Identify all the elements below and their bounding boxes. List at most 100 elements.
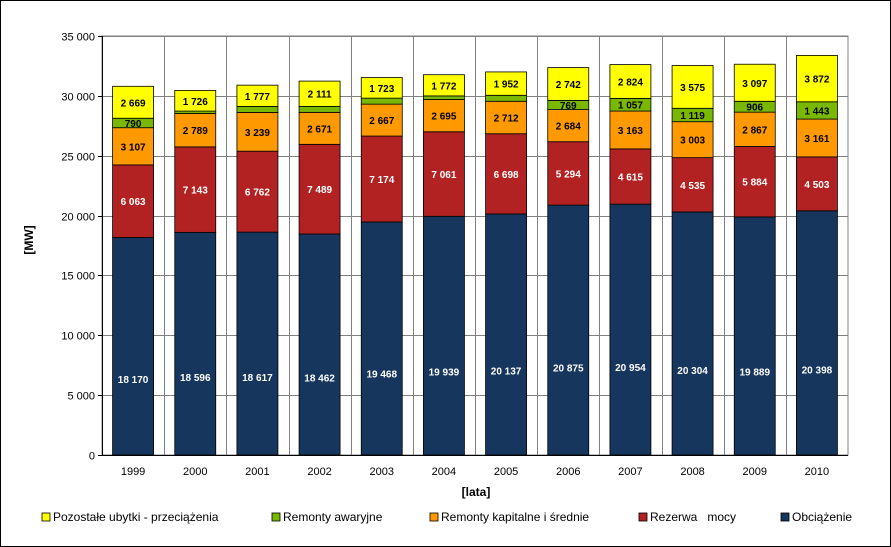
x-tick-label: 2007	[618, 466, 642, 478]
data-label: 906	[746, 103, 763, 114]
bar-2009-series-4	[733, 63, 776, 102]
grid-lines	[101, 35, 849, 456]
data-label: 1 119	[680, 111, 705, 122]
y-tick-label: 25 000	[61, 152, 95, 164]
bar-1999-series-0	[112, 237, 154, 456]
data-label: 20 137	[491, 367, 522, 378]
bar-2003-series-2	[360, 103, 403, 137]
bar-2001-series-2	[236, 112, 279, 152]
bar-2000-series-1	[174, 146, 217, 233]
x-tick-label: 2004	[432, 466, 456, 478]
bar-2000-series-0	[174, 231, 217, 456]
bar-2009-series-1	[733, 146, 776, 218]
data-label: 3 003	[680, 136, 705, 147]
data-label: 5 884	[742, 178, 767, 189]
bar-1999-series-2	[112, 127, 154, 166]
bar-2006-series-4	[547, 67, 590, 101]
data-label: 1 723	[369, 84, 394, 95]
data-label: 19 468	[366, 369, 397, 380]
data-label: 19 939	[429, 367, 460, 378]
data-label: 18 596	[180, 373, 211, 384]
data-label: 2 867	[742, 125, 767, 136]
data-label: 20 398	[802, 366, 833, 377]
x-tick-label: 2005	[494, 466, 518, 478]
bar-2005-series-4	[485, 71, 527, 96]
bar-2001-series-1	[236, 150, 279, 233]
bar-2010-series-0	[796, 210, 838, 456]
legend-entry: Remonty awaryjne	[283, 510, 383, 524]
x-tick-label: 2000	[183, 466, 207, 478]
bar-2003-series-1	[360, 135, 403, 223]
legend-swatch-2	[429, 512, 439, 522]
legend-swatch-3	[271, 512, 281, 522]
data-label: 3 239	[245, 128, 270, 139]
data-label: 3 872	[804, 75, 829, 86]
bar-2008-series-4	[671, 65, 714, 109]
data-label: 1 726	[183, 97, 208, 108]
data-label: 7 061	[431, 170, 456, 181]
y-tick-label: 30 000	[61, 92, 95, 104]
data-label: 3 163	[618, 126, 643, 137]
bar-2004-series-2	[423, 99, 465, 133]
data-label: 7 143	[183, 186, 208, 197]
data-label: 1 057	[618, 101, 643, 112]
bar-2007-series-4	[609, 64, 652, 99]
bar-2002-series-0	[298, 233, 341, 456]
data-label: 4 615	[618, 173, 643, 184]
legend-entry: Obciążenie	[792, 510, 852, 524]
data-label: 790	[125, 119, 142, 130]
y-tick-label: 0	[89, 451, 95, 463]
data-label: 2 684	[556, 122, 581, 133]
data-label: 18 462	[304, 374, 335, 385]
bar-2004-series-1	[423, 131, 465, 217]
x-tick-label: 2009	[743, 466, 767, 478]
data-label: 2 789	[183, 126, 208, 137]
data-label: 2 824	[618, 77, 643, 88]
data-label: 2 667	[369, 116, 394, 127]
x-tick-label: 2002	[307, 466, 331, 478]
data-label: 1 772	[431, 81, 456, 92]
x-tick-label: 2006	[556, 466, 580, 478]
legend-entry: Remonty kapitalne i średnie	[441, 510, 589, 524]
y-tick-label: 35 000	[61, 32, 95, 44]
bar-2000-series-4	[174, 90, 217, 112]
bar-2009-series-2	[733, 111, 776, 147]
data-label: 2 712	[494, 114, 519, 125]
bar-2003-series-4	[360, 77, 403, 99]
data-label: 4 503	[804, 180, 829, 191]
bar-1999-series-1	[112, 164, 154, 238]
data-label: 4 535	[680, 181, 705, 192]
data-label: 6 698	[494, 170, 519, 181]
x-tick-label: 1999	[121, 466, 145, 478]
legend-swatch-1	[638, 512, 648, 522]
bar-2006-series-0	[547, 204, 590, 456]
bar-2004-series-4	[423, 74, 465, 97]
bar-1999-series-4	[112, 85, 154, 119]
bar-2007-series-0	[609, 203, 652, 456]
y-tick-label: 15 000	[61, 271, 95, 283]
data-label: 3 097	[742, 79, 767, 90]
data-label: 7 489	[307, 185, 332, 196]
data-label: 20 954	[615, 363, 646, 374]
legend-swatch-0	[780, 512, 790, 522]
bar-2008-series-1	[671, 157, 714, 213]
data-label: 18 170	[118, 375, 149, 386]
data-labels: 18 170 6 063 3 107 790 2 669 18 596 7 143 2 789…	[118, 75, 833, 386]
bar-2008-series-0	[671, 211, 714, 456]
data-label: 3 161	[804, 134, 829, 145]
bar-2003-series-3	[360, 97, 403, 105]
y-tick-label: 20 000	[61, 212, 95, 224]
bar-2005-series-0	[485, 213, 527, 456]
bar-2003-series-0	[360, 221, 403, 456]
data-label: 6 063	[121, 197, 146, 208]
legend-entry: Pozostałe ubytki - przeciążenia	[53, 510, 219, 524]
bar-2006-series-2	[547, 109, 590, 143]
y-axis-title: [MW]	[22, 225, 36, 254]
data-label: 6 762	[245, 188, 270, 199]
x-tick-label: 2008	[680, 466, 704, 478]
data-label: 20 304	[677, 366, 708, 377]
bar-2007-series-2	[609, 110, 652, 150]
data-label: 2 671	[307, 124, 332, 135]
bar-2001-series-4	[236, 84, 279, 107]
data-label: 2 742	[556, 80, 581, 91]
